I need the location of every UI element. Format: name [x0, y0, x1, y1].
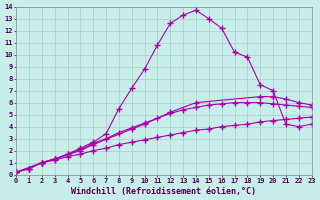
- X-axis label: Windchill (Refroidissement éolien,°C): Windchill (Refroidissement éolien,°C): [71, 187, 256, 196]
